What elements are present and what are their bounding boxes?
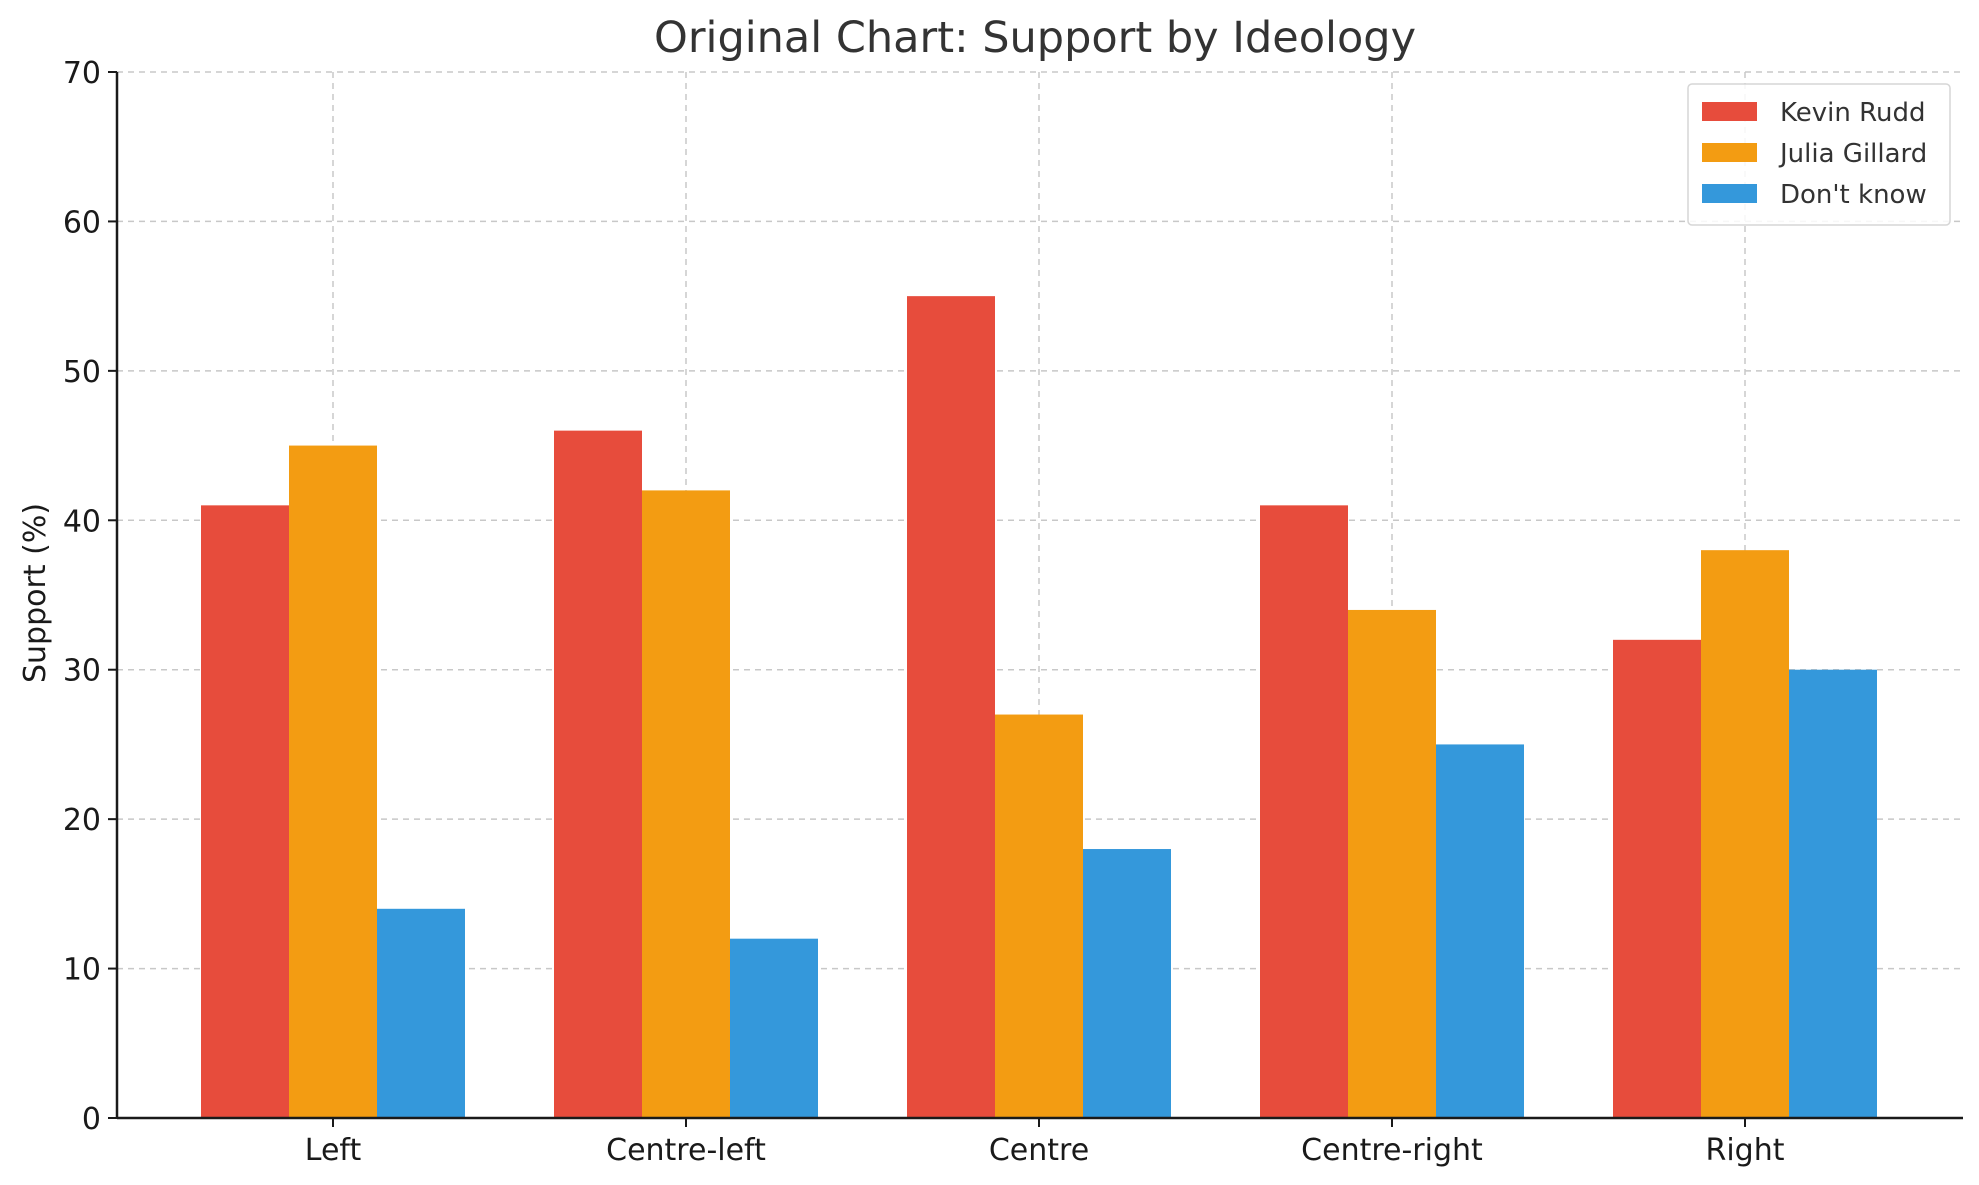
bar-don-t-know-centre-left (730, 938, 818, 1118)
x-tick-label: Right (1706, 1133, 1785, 1168)
x-tick-label: Centre-left (606, 1133, 766, 1168)
y-tick-label: 20 (63, 803, 101, 838)
legend-label: Kevin Rudd (1780, 98, 1926, 128)
bar-don-t-know-right (1789, 669, 1877, 1118)
bar-don-t-know-centre (1083, 849, 1171, 1118)
bar-don-t-know-centre-right (1436, 744, 1524, 1118)
legend-swatch (1702, 102, 1757, 121)
bar-julia-gillard-centre-right (1348, 609, 1436, 1118)
legend: Kevin Rudd Julia Gillard Don't know (1687, 83, 1951, 226)
y-tick-label: 0 (82, 1102, 101, 1137)
bar-kevin-rudd-centre (907, 296, 995, 1119)
axes: 0 10 20 30 40 50 60 70 Left Centre-left Centre Cent… (63, 56, 1963, 1168)
bar-julia-gillard-left (289, 445, 377, 1119)
bar-julia-gillard-right (1701, 550, 1789, 1118)
x-tick-label: Centre-right (1301, 1133, 1483, 1168)
bar-kevin-rudd-centre-right (1260, 505, 1348, 1118)
bar-kevin-rudd-centre-left (554, 430, 642, 1119)
x-tick-label: Centre (989, 1133, 1089, 1168)
chart-title: Original Chart: Support by Ideology (654, 13, 1416, 63)
y-axis-label: Support (%) (18, 503, 53, 683)
legend-swatch (1702, 184, 1757, 203)
bar-kevin-rudd-right (1613, 639, 1701, 1118)
bar-kevin-rudd-left (201, 505, 289, 1118)
y-tick-label: 40 (63, 504, 101, 539)
bar-julia-gillard-centre (995, 714, 1083, 1118)
legend-label: Julia Gillard (1778, 139, 1927, 169)
bar-don-t-know-left (377, 908, 465, 1118)
x-tick-label: Left (305, 1133, 362, 1168)
bar-julia-gillard-centre-left (642, 490, 730, 1118)
y-tick-label: 50 (63, 355, 101, 390)
y-tick-label: 30 (63, 654, 101, 689)
y-tick-label: 60 (63, 205, 101, 240)
y-tick-label: 10 (63, 953, 101, 988)
legend-label: Don't know (1780, 180, 1927, 210)
y-tick-label: 70 (63, 56, 101, 91)
bars (201, 296, 1877, 1119)
legend-swatch (1702, 143, 1757, 162)
